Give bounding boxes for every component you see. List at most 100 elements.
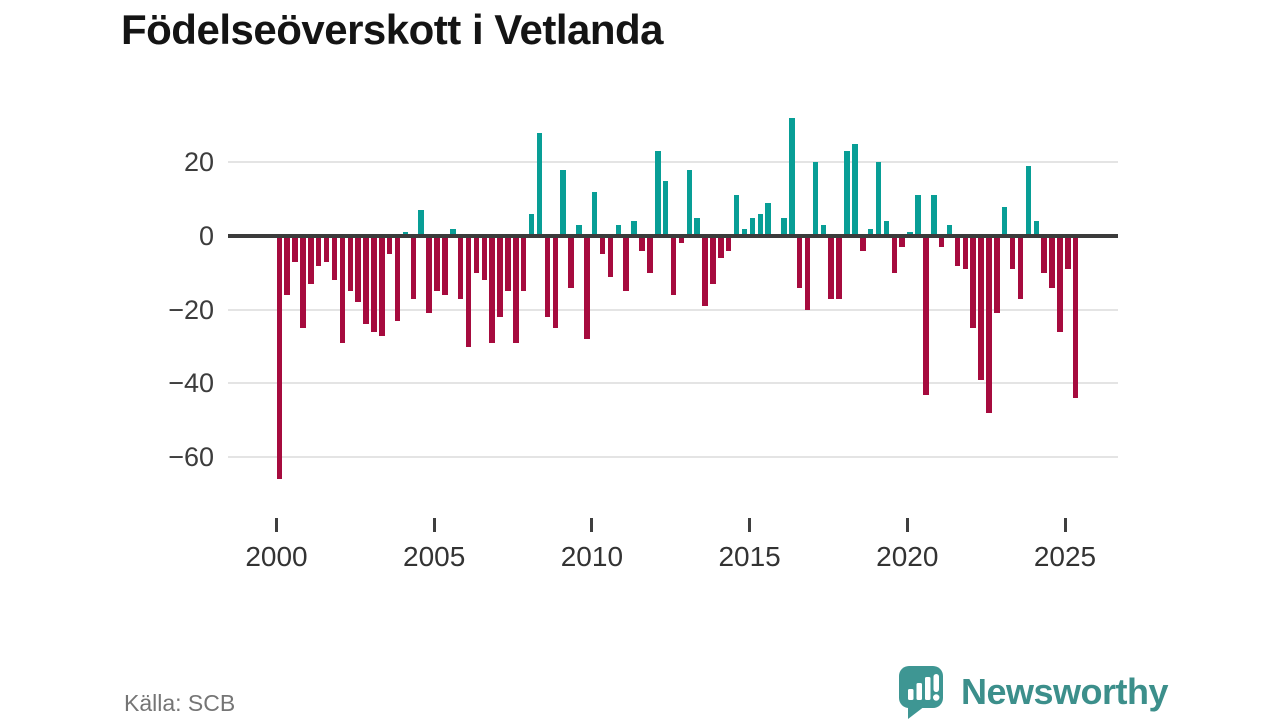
bar-2010q2 — [599, 236, 606, 255]
bar-2016q1 — [781, 217, 787, 236]
bar-2020q2 — [915, 195, 921, 236]
bar-2021q4 — [962, 236, 968, 270]
bar-2019q1 — [875, 162, 882, 236]
bar-2006q1 — [465, 236, 472, 347]
bar-2006q2 — [473, 236, 480, 273]
bar-2023q2 — [1009, 236, 1016, 270]
bar-2012q4 — [678, 236, 685, 244]
bar-2024q4 — [1057, 236, 1063, 332]
bar-2018q3 — [860, 236, 866, 251]
gridline-y--40 — [228, 382, 1118, 385]
bar-2023q4 — [1025, 165, 1032, 236]
bar-2009q2 — [568, 236, 574, 288]
bar-2022q4 — [994, 236, 1000, 314]
zero-axis-line — [228, 234, 1118, 238]
bar-2007q4 — [520, 236, 527, 292]
bar-2019q2 — [883, 221, 890, 236]
bar-2001q2 — [315, 236, 322, 266]
bar-2002q4 — [363, 236, 369, 325]
bar-2020q4 — [931, 195, 937, 236]
bar-2008q4 — [552, 236, 558, 329]
bar-2004q3 — [418, 210, 424, 236]
bar-2001q3 — [323, 236, 330, 262]
gridline-y--20 — [228, 308, 1118, 311]
bar-2014q4 — [741, 228, 748, 237]
bar-2018q4 — [867, 228, 874, 237]
gridline-y-20 — [228, 161, 1118, 164]
bar-2015q1 — [749, 217, 756, 236]
bar-2015q3 — [765, 202, 771, 237]
bar-2023q3 — [1017, 236, 1024, 299]
bar-2013q2 — [694, 217, 700, 236]
bar-2003q2 — [379, 236, 385, 336]
newsworthy-wordmark: Newsworthy — [961, 671, 1169, 712]
gridline-y--60 — [228, 456, 1118, 459]
x-axis-label-2000: 2000 — [245, 541, 308, 572]
bar-2008q3 — [544, 236, 551, 318]
bar-2022q1 — [970, 236, 976, 329]
bar-2017q2 — [820, 224, 827, 237]
bar-2022q2 — [978, 236, 984, 380]
bar-2021q3 — [954, 236, 961, 266]
bar-2000q3 — [292, 236, 298, 262]
bar-2000q2 — [284, 236, 290, 295]
bar-2001q4 — [331, 236, 338, 281]
bar-2002q1 — [339, 236, 346, 343]
source-note: Källa: SCB — [124, 690, 236, 716]
bar-2010q1 — [591, 191, 598, 236]
y-axis-label--20: −20 — [168, 294, 214, 325]
bar-2007q2 — [505, 236, 511, 292]
bar-2012q1 — [655, 151, 661, 237]
bar-2003q4 — [394, 236, 401, 321]
y-axis-label--40: −40 — [168, 368, 214, 399]
bar-2019q4 — [899, 236, 905, 248]
bar-2016q3 — [796, 236, 803, 288]
bar-2010q3 — [607, 236, 614, 277]
bar-2007q1 — [497, 236, 503, 318]
x-axis-label-2025: 2025 — [1033, 541, 1097, 572]
bar-2005q3 — [450, 228, 456, 237]
bar-2006q4 — [489, 236, 495, 343]
bar-2025q2 — [1072, 236, 1079, 399]
bar-2008q1 — [528, 213, 535, 236]
bar-2018q1 — [844, 151, 850, 237]
x-axis-tick-2015 — [748, 518, 752, 532]
bar-2003q1 — [371, 236, 377, 332]
bar-2016q2 — [789, 118, 795, 236]
bar-2014q3 — [733, 195, 740, 236]
bar-2017q3 — [828, 236, 834, 299]
bar-2009q1 — [560, 169, 566, 236]
bar-2000q4 — [300, 236, 306, 329]
bar-2005q1 — [434, 236, 440, 292]
bar-2005q4 — [457, 236, 464, 299]
bar-2015q2 — [757, 213, 763, 236]
bar-2005q2 — [442, 236, 448, 295]
bar-2000q1 — [276, 236, 282, 480]
bar-2017q1 — [812, 162, 819, 236]
bar-2002q3 — [355, 236, 361, 303]
bar-2013q4 — [710, 236, 716, 284]
x-axis-label-2010: 2010 — [560, 541, 624, 572]
bar-2003q3 — [386, 236, 393, 255]
y-axis-label--60: −60 — [168, 442, 214, 473]
x-axis-tick-2025 — [1063, 518, 1067, 532]
bar-2020q3 — [923, 236, 929, 395]
x-axis-label-2005: 2005 — [403, 541, 466, 572]
bar-2004q4 — [426, 236, 432, 314]
bar-2009q4 — [584, 236, 590, 340]
y-axis-label-0: 0 — [198, 221, 214, 251]
bar-2024q2 — [1041, 236, 1047, 273]
bar-2011q4 — [647, 236, 653, 273]
chart-title: Födelseöverskott i Vetlanda — [121, 6, 664, 53]
bar-2006q3 — [481, 236, 487, 281]
bar-2024q3 — [1049, 236, 1055, 288]
bar-2025q1 — [1065, 236, 1071, 270]
bar-2021q2 — [946, 224, 953, 237]
bar-2011q2 — [631, 221, 637, 236]
bar-2012q3 — [670, 236, 677, 295]
bar-2021q1 — [938, 236, 945, 248]
x-axis-tick-2005 — [432, 518, 436, 532]
newsworthy-logo: Newsworthy — [897, 664, 1169, 720]
bar-2016q4 — [804, 236, 811, 310]
bar-2012q2 — [662, 180, 669, 237]
